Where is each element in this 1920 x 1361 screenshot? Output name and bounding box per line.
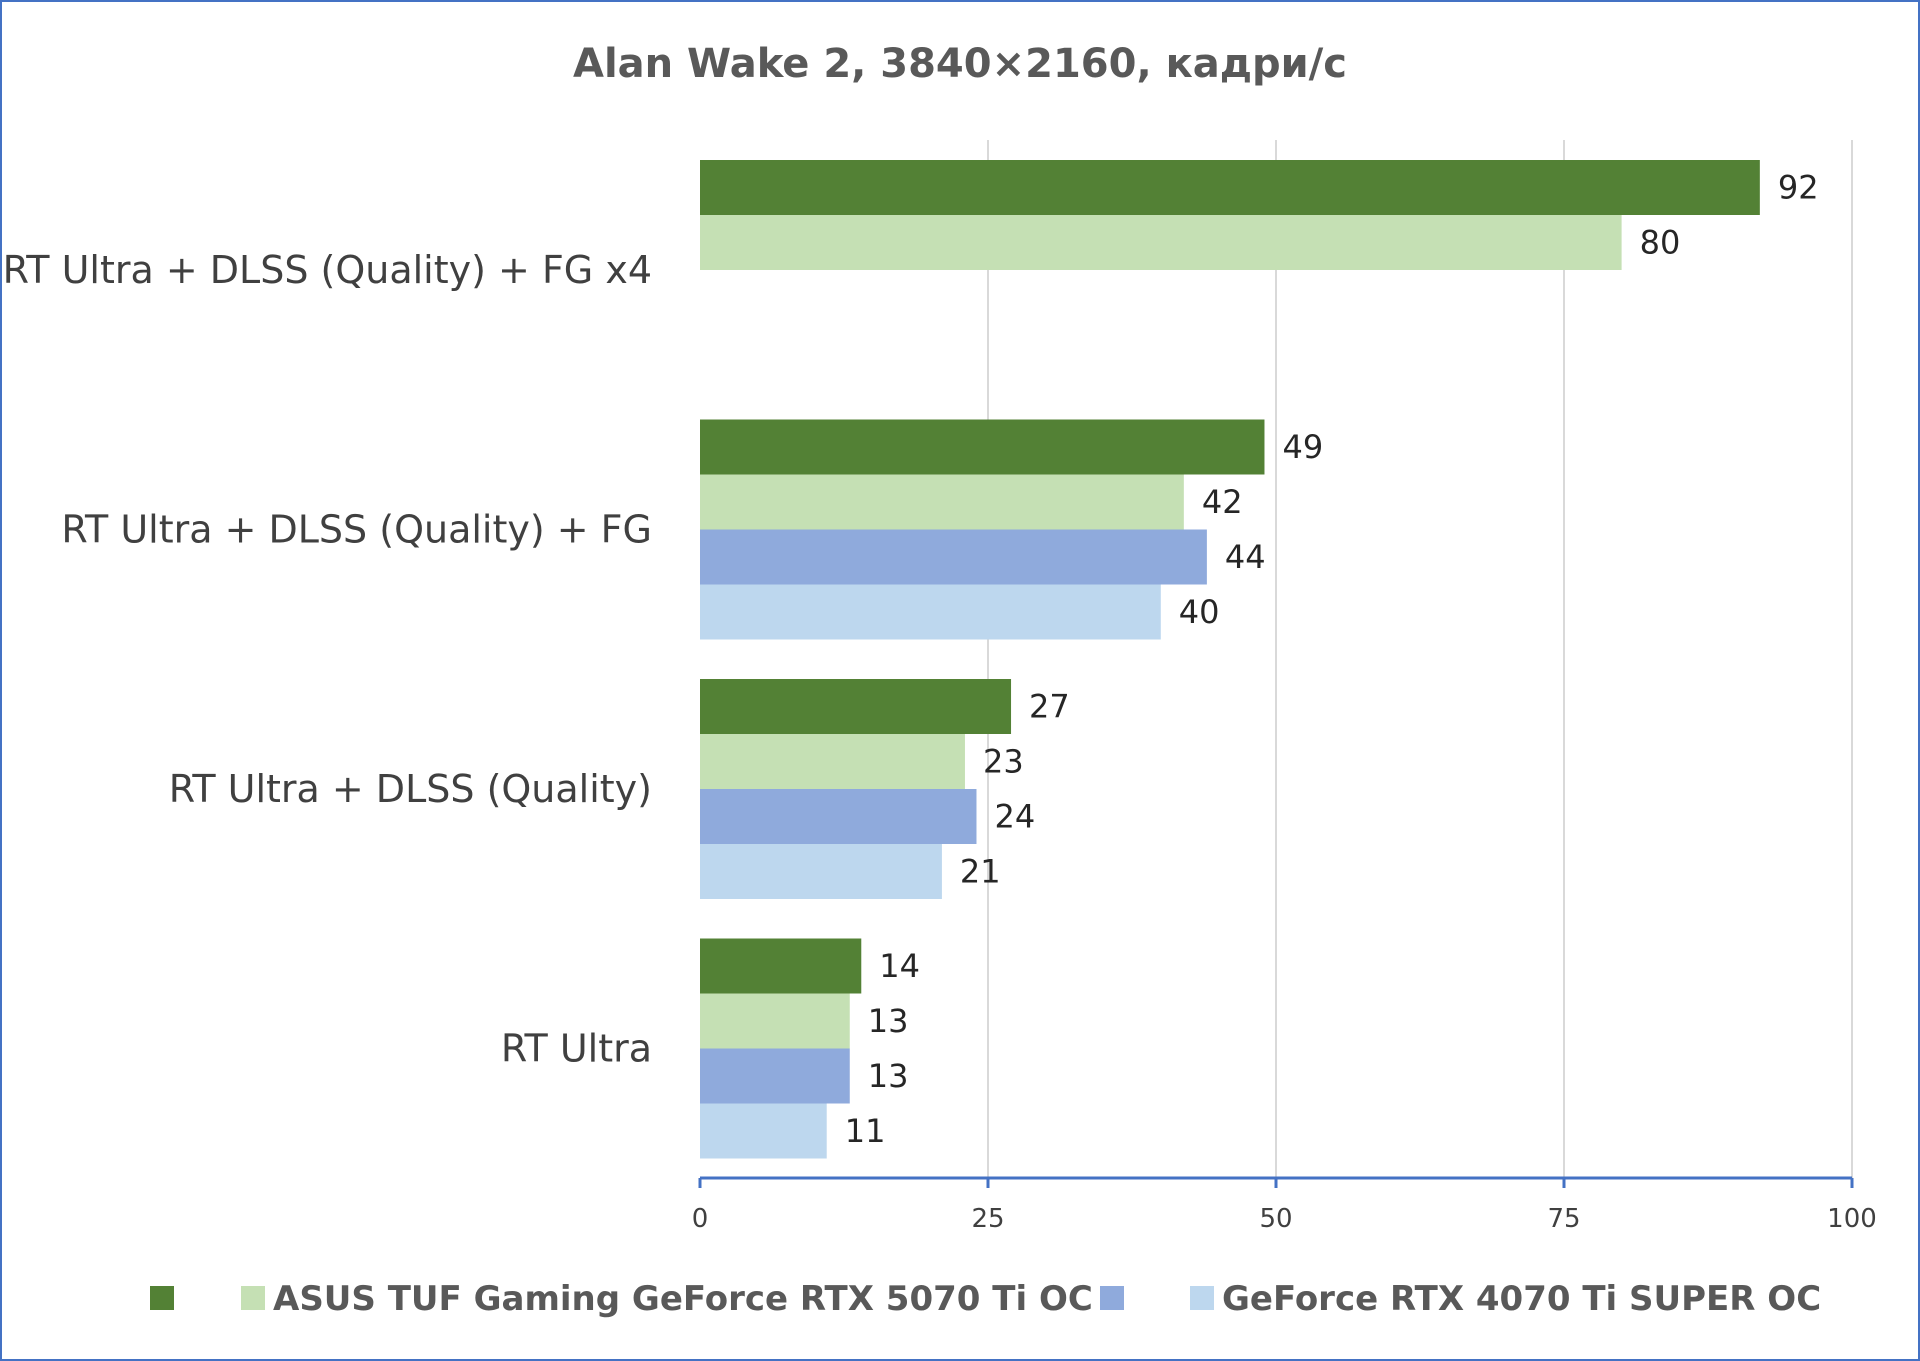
x-tick-label: 75 [1547, 1204, 1580, 1234]
category-label: RT Ultra + DLSS (Quality) + FG [61, 507, 652, 551]
x-tick-label: 100 [1827, 1204, 1877, 1234]
legend-swatch [150, 1286, 174, 1310]
data-label: 80 [1640, 224, 1681, 262]
data-label: 27 [1029, 688, 1070, 726]
data-label: 23 [983, 743, 1024, 781]
category-label: RT Ultra + DLSS (Quality) [169, 767, 652, 811]
legend: ASUS TUF Gaming GeForce RTX 5070 Ti OC Ge… [150, 1279, 1821, 1319]
data-label: 13 [868, 1002, 909, 1040]
bar [700, 215, 1622, 270]
bars [700, 160, 1760, 1159]
data-label: 44 [1225, 538, 1266, 576]
gridlines [987, 140, 1853, 1178]
x-axis: 0 25 50 75 100 [692, 1176, 1877, 1234]
legend-swatch [1190, 1286, 1214, 1310]
bar [700, 584, 1161, 640]
data-label: 13 [868, 1057, 909, 1095]
bar [700, 993, 850, 1049]
bar [700, 789, 977, 844]
data-label: 14 [879, 947, 920, 985]
category-label: RT Ultra [501, 1026, 652, 1070]
bar [700, 844, 942, 899]
bar [700, 474, 1184, 530]
category-labels: RT Ultra + DLSS (Quality) + FG x4 RT Ultr… [3, 248, 652, 1071]
bar [700, 679, 1012, 734]
data-label: 92 [1778, 169, 1819, 207]
bar [700, 734, 965, 789]
chart-title: Alan Wake 2, 3840×2160, кадри/с [573, 41, 1347, 87]
data-label: 40 [1179, 593, 1220, 631]
x-tick-label: 25 [971, 1204, 1004, 1234]
x-tick-label: 0 [692, 1204, 709, 1234]
bar [700, 160, 1760, 215]
data-label: 49 [1282, 428, 1323, 466]
legend-label: ASUS TUF Gaming GeForce RTX 5070 Ti OC [273, 1279, 1093, 1319]
legend-swatch [241, 1286, 265, 1310]
data-label: 24 [994, 798, 1035, 836]
data-label: 42 [1202, 483, 1243, 521]
bar [700, 529, 1207, 585]
legend-label: GeForce RTX 4070 Ti SUPER OC [1222, 1279, 1821, 1319]
x-tick-label: 50 [1259, 1204, 1292, 1234]
bar [700, 1103, 827, 1159]
legend-swatch [1100, 1286, 1124, 1310]
bar [700, 938, 862, 994]
category-label: RT Ultra + DLSS (Quality) + FG x4 [3, 248, 652, 292]
data-label: 11 [845, 1112, 886, 1150]
data-label: 21 [960, 853, 1001, 891]
bar [700, 419, 1265, 475]
bar [700, 1048, 850, 1104]
